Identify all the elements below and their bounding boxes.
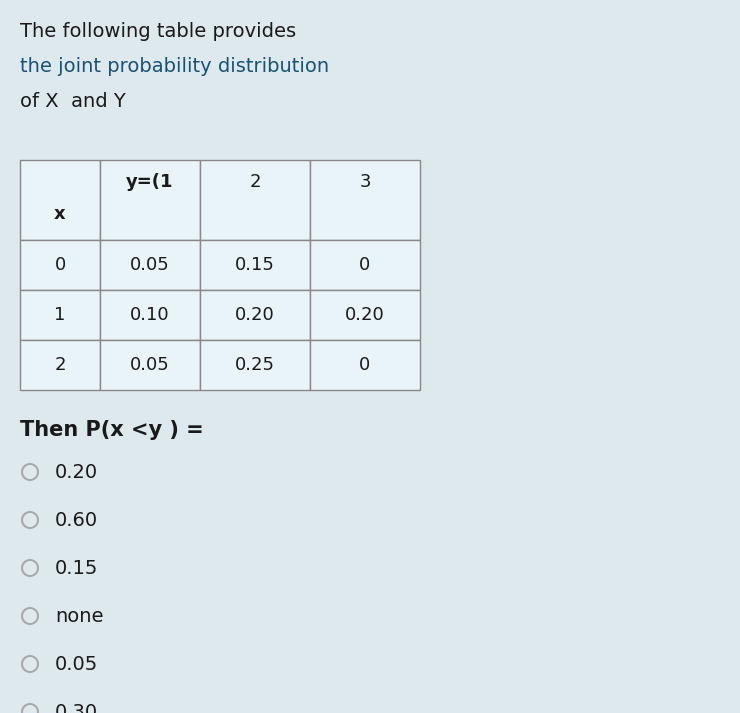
Text: 0.25: 0.25 (235, 356, 275, 374)
Text: Then P(x <y ) =: Then P(x <y ) = (20, 420, 204, 440)
Text: of X  and Y: of X and Y (20, 92, 126, 111)
Bar (200, 160, 310, 240)
Text: x: x (54, 205, 66, 223)
Bar (310, 340, 420, 390)
Bar (200, 340, 310, 390)
Text: 0.30: 0.30 (55, 702, 98, 713)
Bar (20, 340, 100, 390)
Text: 0.05: 0.05 (130, 356, 170, 374)
Text: 0: 0 (360, 256, 371, 274)
Text: The following table provides: The following table provides (20, 22, 296, 41)
Text: 0.15: 0.15 (55, 558, 98, 578)
Text: 2: 2 (249, 173, 260, 191)
Bar (100, 290, 200, 340)
Text: 0: 0 (360, 356, 371, 374)
Bar (20, 160, 100, 240)
Bar (310, 240, 420, 290)
Bar (100, 240, 200, 290)
Bar (100, 340, 200, 390)
Bar (100, 160, 200, 240)
Text: 0.15: 0.15 (235, 256, 275, 274)
Text: 0.05: 0.05 (55, 655, 98, 674)
Text: 1: 1 (54, 306, 66, 324)
Bar (310, 160, 420, 240)
Bar (200, 290, 310, 340)
Bar (310, 290, 420, 340)
Text: 0.20: 0.20 (345, 306, 385, 324)
Bar (20, 240, 100, 290)
Text: 0.05: 0.05 (130, 256, 170, 274)
Text: 0.20: 0.20 (235, 306, 275, 324)
Text: 2: 2 (54, 356, 66, 374)
Bar (20, 290, 100, 340)
Text: 3: 3 (359, 173, 371, 191)
Text: 0: 0 (54, 256, 66, 274)
Bar (200, 240, 310, 290)
Text: 0.20: 0.20 (55, 463, 98, 481)
Text: the joint probability distribution: the joint probability distribution (20, 57, 329, 76)
Text: none: none (55, 607, 104, 625)
Text: y=(1: y=(1 (127, 173, 174, 191)
Text: 0.10: 0.10 (130, 306, 169, 324)
Text: 0.60: 0.60 (55, 511, 98, 530)
